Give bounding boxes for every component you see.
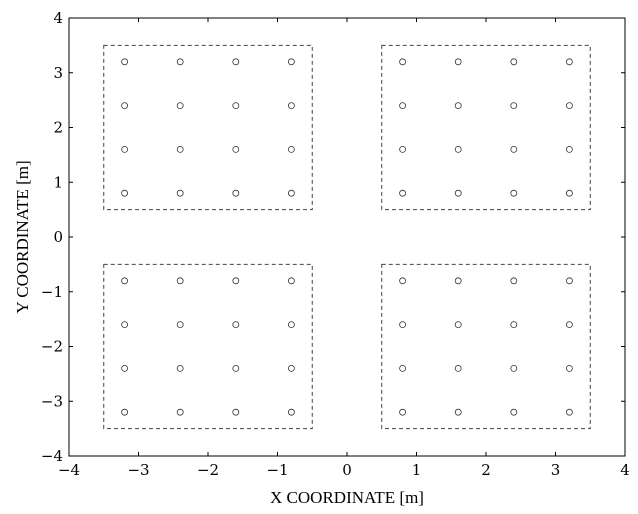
- data-point: [121, 364, 128, 372]
- data-point: [121, 189, 128, 197]
- x-tick-label: −2: [197, 461, 219, 479]
- data-point: [454, 189, 462, 197]
- data-point: [454, 408, 462, 416]
- x-tick-label: 3: [551, 461, 561, 479]
- x-tick-label: 1: [412, 461, 422, 479]
- data-point: [566, 408, 573, 416]
- data-point: [566, 189, 573, 197]
- data-point: [566, 145, 573, 153]
- data-point: [510, 321, 518, 329]
- data-point: [121, 408, 128, 416]
- regions-layer: [103, 44, 591, 430]
- y-axis-title: Y COORDINATE [m]: [13, 160, 32, 313]
- data-point: [510, 277, 518, 285]
- data-point: [566, 277, 573, 285]
- data-point: [566, 321, 573, 329]
- data-point: [454, 364, 462, 372]
- data-point: [287, 58, 295, 66]
- tick-labels-layer: −4 −3 −2 −1 0 1 2 3 4 −4 −3 −2 −1 0 1 2 3 4: [41, 9, 630, 479]
- y-tick-label: −2: [41, 338, 63, 356]
- data-point: [399, 189, 407, 197]
- data-point: [510, 189, 518, 197]
- x-tick-label: 0: [342, 461, 352, 479]
- data-point: [121, 58, 128, 66]
- x-tick-label: −4: [58, 461, 80, 479]
- data-point: [176, 189, 184, 197]
- data-point: [232, 58, 240, 66]
- data-point: [566, 364, 573, 372]
- data-point: [510, 102, 518, 109]
- y-tick-label: −1: [41, 283, 63, 301]
- data-point: [454, 145, 462, 153]
- data-point: [176, 58, 184, 66]
- data-point: [232, 102, 240, 109]
- data-point: [566, 58, 573, 66]
- data-point: [232, 408, 240, 416]
- x-axis-title: X COORDINATE [m]: [270, 488, 424, 507]
- data-point: [287, 145, 295, 153]
- plot-frame: [68, 17, 626, 457]
- data-point: [454, 102, 462, 109]
- points-layer: [121, 58, 573, 416]
- data-point: [399, 321, 407, 329]
- data-point: [454, 58, 462, 66]
- data-point: [232, 145, 240, 153]
- data-point: [399, 364, 407, 372]
- data-point: [510, 364, 518, 372]
- data-point: [566, 102, 573, 109]
- data-point: [176, 408, 184, 416]
- data-point: [287, 277, 295, 285]
- y-tick-label: 4: [53, 9, 63, 27]
- y-tick-label: −4: [41, 447, 63, 465]
- region-box: [381, 263, 591, 430]
- data-point: [287, 408, 295, 416]
- data-point: [510, 408, 518, 416]
- x-tick-label: −3: [127, 461, 149, 479]
- data-point: [287, 102, 295, 109]
- data-point: [121, 145, 128, 153]
- data-point: [287, 189, 295, 197]
- y-tick-label: −3: [41, 392, 63, 410]
- ticks-layer: [68, 17, 626, 457]
- data-point: [176, 321, 184, 329]
- region-box: [381, 44, 591, 211]
- data-point: [399, 58, 407, 66]
- x-tick-label: 4: [620, 461, 630, 479]
- y-tick-label: 3: [53, 64, 63, 82]
- data-point: [176, 277, 184, 285]
- data-point: [232, 189, 240, 197]
- data-point: [121, 102, 128, 109]
- data-point: [232, 364, 240, 372]
- data-point: [399, 408, 407, 416]
- data-point: [399, 102, 407, 109]
- data-point: [399, 145, 407, 153]
- data-point: [121, 277, 128, 285]
- region-box: [103, 263, 313, 430]
- data-point: [454, 321, 462, 329]
- y-tick-label: 1: [53, 173, 63, 191]
- data-point: [232, 321, 240, 329]
- data-point: [454, 277, 462, 285]
- data-point: [287, 321, 295, 329]
- region-box: [103, 44, 313, 211]
- y-tick-label: 0: [53, 228, 63, 246]
- data-point: [510, 145, 518, 153]
- x-tick-label: 2: [481, 461, 491, 479]
- data-point: [176, 102, 184, 109]
- y-tick-label: 2: [53, 119, 63, 137]
- data-point: [399, 277, 407, 285]
- data-point: [287, 364, 295, 372]
- data-point: [121, 321, 128, 329]
- data-point: [176, 145, 184, 153]
- data-point: [176, 364, 184, 372]
- x-tick-label: −1: [266, 461, 288, 479]
- data-point: [232, 277, 240, 285]
- data-point: [510, 58, 518, 66]
